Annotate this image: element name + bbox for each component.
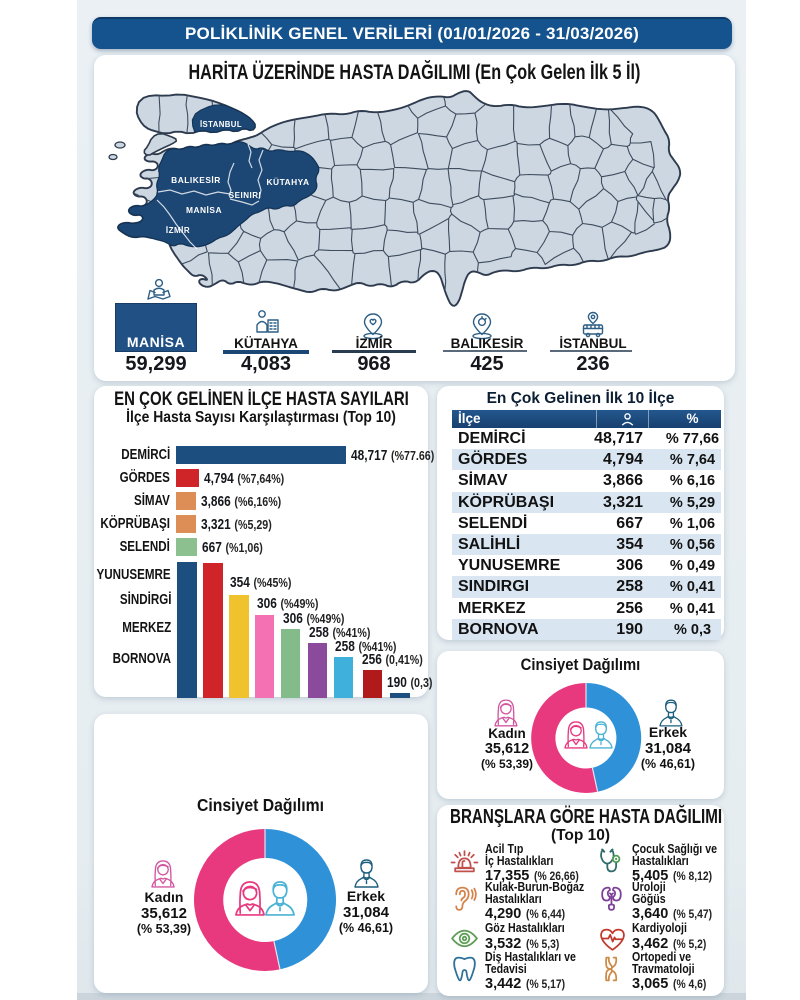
svg-text:İZMİR: İZMİR xyxy=(166,226,190,235)
svg-text:İSTANBUL: İSTANBUL xyxy=(200,120,242,129)
svg-text:MANİSA: MANİSA xyxy=(186,205,222,215)
svg-text:BALIKESİR: BALIKESİR xyxy=(171,175,221,185)
svg-text:SEINIRI: SEINIRI xyxy=(229,191,261,200)
svg-text:KÜTAHYA: KÜTAHYA xyxy=(266,177,309,187)
